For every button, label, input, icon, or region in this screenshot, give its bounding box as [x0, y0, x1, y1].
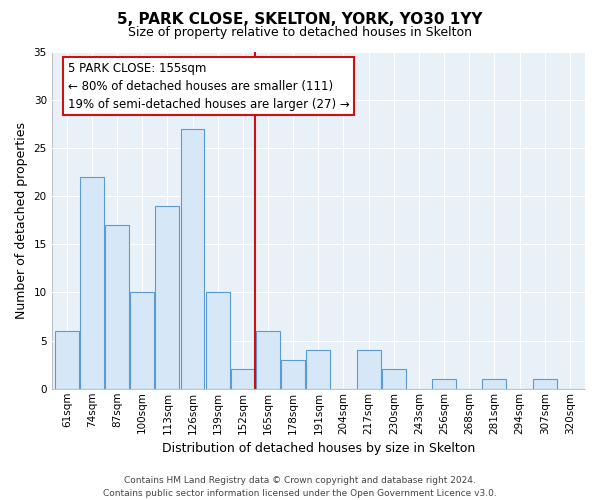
Bar [105, 225, 129, 389]
Bar [231, 370, 255, 389]
Y-axis label: Number of detached properties: Number of detached properties [15, 122, 28, 318]
Bar [307, 350, 330, 389]
Text: Contains HM Land Registry data © Crown copyright and database right 2024.
Contai: Contains HM Land Registry data © Crown c… [103, 476, 497, 498]
Bar [181, 128, 205, 389]
Bar [382, 370, 406, 389]
Text: 5 PARK CLOSE: 155sqm
← 80% of detached houses are smaller (111)
19% of semi-deta: 5 PARK CLOSE: 155sqm ← 80% of detached h… [68, 62, 349, 110]
Bar [256, 331, 280, 389]
Bar [155, 206, 179, 389]
Text: Size of property relative to detached houses in Skelton: Size of property relative to detached ho… [128, 26, 472, 39]
Bar [533, 379, 557, 389]
Bar [206, 292, 230, 389]
Bar [130, 292, 154, 389]
Bar [356, 350, 380, 389]
Bar [55, 331, 79, 389]
Bar [80, 177, 104, 389]
Bar [482, 379, 506, 389]
Bar [281, 360, 305, 389]
X-axis label: Distribution of detached houses by size in Skelton: Distribution of detached houses by size … [162, 442, 475, 455]
Text: 5, PARK CLOSE, SKELTON, YORK, YO30 1YY: 5, PARK CLOSE, SKELTON, YORK, YO30 1YY [117, 12, 483, 28]
Bar [432, 379, 456, 389]
